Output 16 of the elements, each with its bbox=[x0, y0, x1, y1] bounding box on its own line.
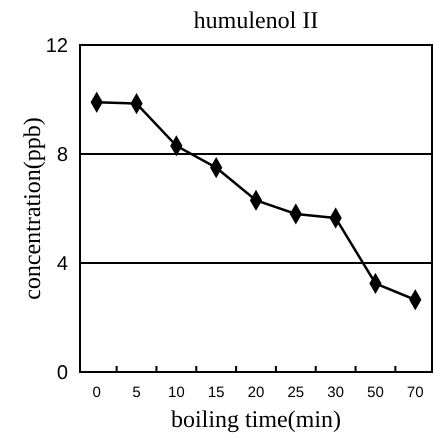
x-axis-title: boiling time(min) bbox=[171, 407, 341, 433]
x-tick-label: 5 bbox=[132, 384, 141, 401]
x-tick-label: 20 bbox=[248, 384, 264, 401]
x-tick-label: 0 bbox=[92, 384, 101, 401]
x-tick-label: 25 bbox=[287, 384, 304, 401]
x-tick-label: 15 bbox=[208, 384, 225, 401]
x-tick-label: 70 bbox=[406, 384, 424, 401]
x-tick-label: 30 bbox=[327, 384, 344, 401]
x-tick-label: 10 bbox=[168, 384, 185, 401]
y-tick-label: 0 bbox=[56, 362, 68, 384]
chart-title: humulenol II bbox=[194, 8, 318, 34]
y-axis-title: concentration(ppb) bbox=[20, 117, 46, 300]
y-tick-label: 12 bbox=[46, 35, 68, 57]
x-tick-label: 50 bbox=[367, 384, 384, 401]
y-tick-label: 4 bbox=[56, 253, 68, 275]
y-tick-label: 8 bbox=[56, 144, 68, 166]
